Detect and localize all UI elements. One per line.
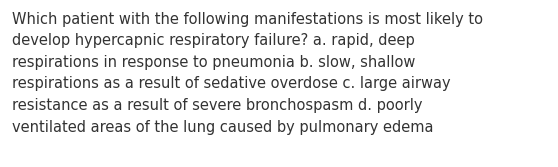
Text: Which patient with the following manifestations is most likely to
develop hyperc: Which patient with the following manifes…: [12, 12, 483, 135]
